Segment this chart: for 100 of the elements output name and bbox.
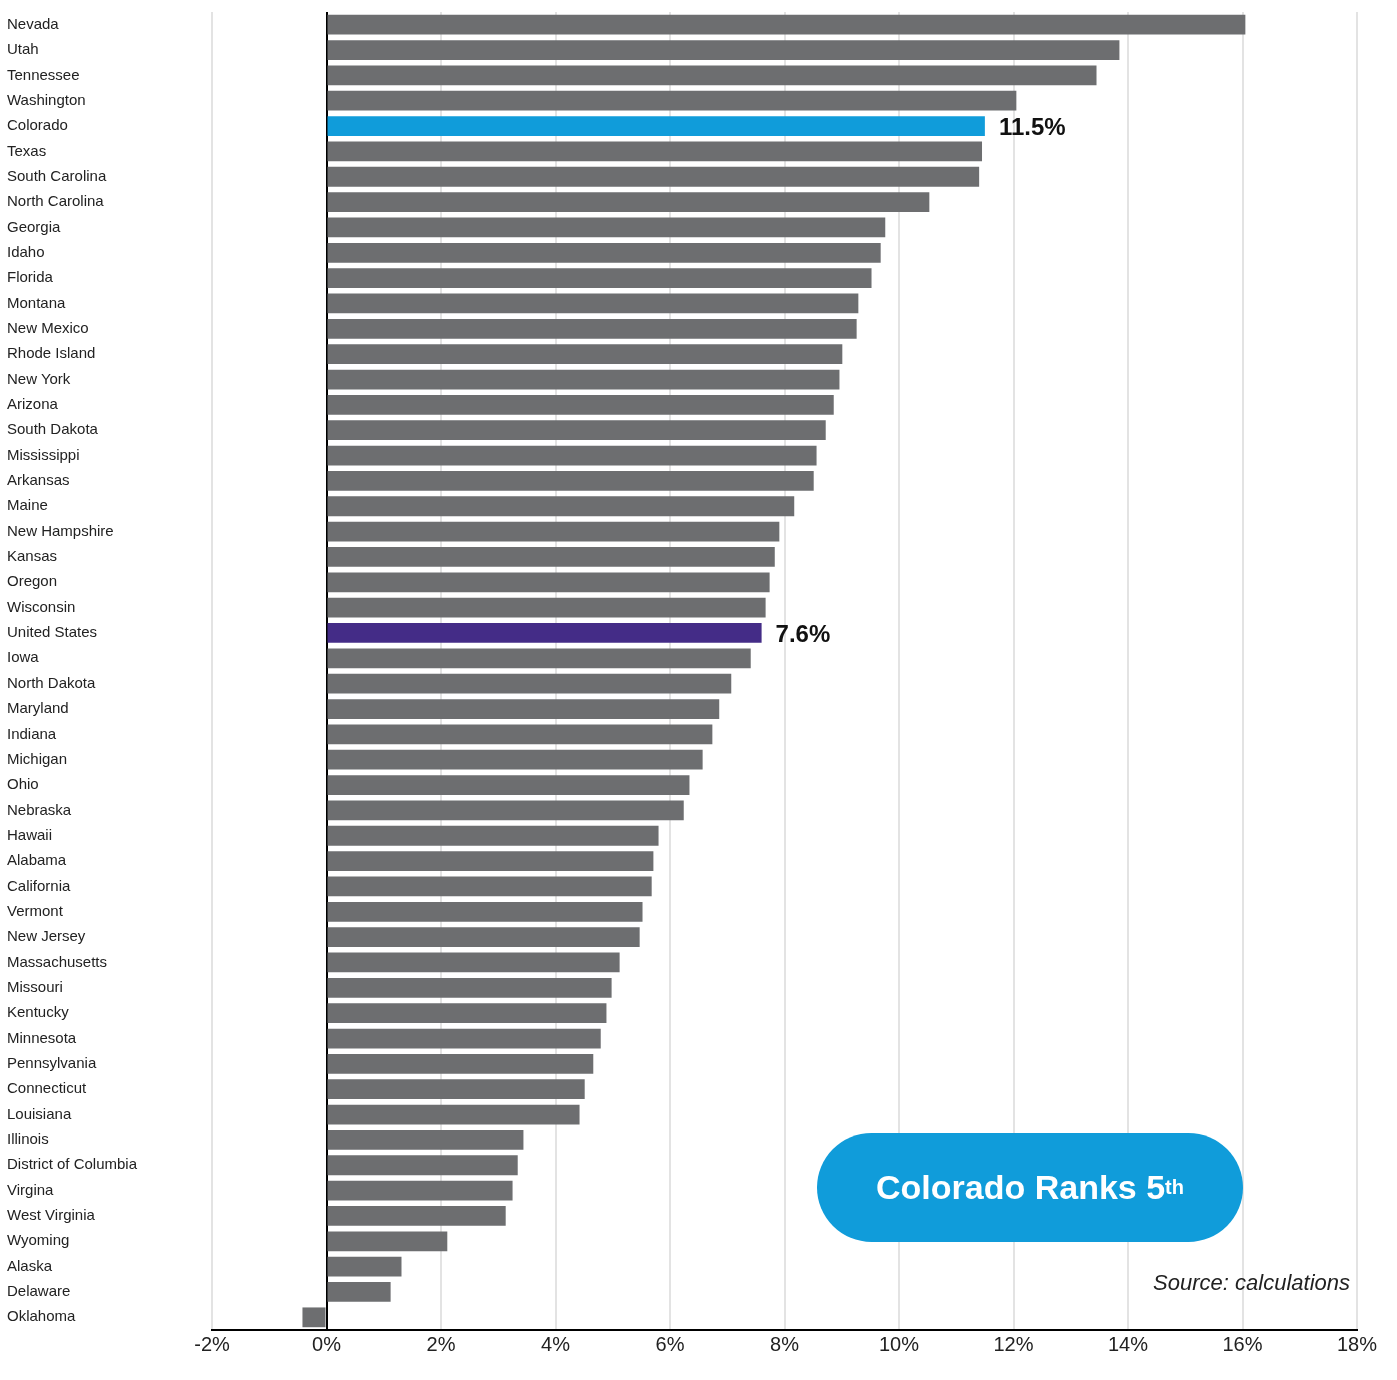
bar <box>327 876 652 897</box>
bar <box>327 724 713 745</box>
y-tick-label: Mississippi <box>7 445 80 463</box>
x-tick-label: 8% <box>770 1332 800 1355</box>
bar <box>327 699 720 719</box>
y-tick-label: Washington <box>7 90 86 108</box>
x-tick-label: 12% <box>993 1332 1034 1355</box>
bar <box>327 1180 513 1201</box>
bar <box>327 901 643 922</box>
y-tick-label: Montana <box>7 293 67 311</box>
x-tick-label: 0% <box>312 1332 342 1355</box>
bar <box>327 166 980 187</box>
y-tick-label: New Hampshire <box>7 521 114 539</box>
y-tick-label: Rhode Island <box>7 344 96 362</box>
bar <box>327 775 690 795</box>
y-tick-label: Iowa <box>7 648 40 666</box>
bar <box>327 90 1017 111</box>
bar <box>327 1155 518 1176</box>
bar <box>327 952 620 973</box>
y-tick-label: Alabama <box>7 851 67 869</box>
y-tick-label: Nevada <box>7 14 60 32</box>
bar <box>327 927 640 948</box>
y-tick-label: Delaware <box>7 1282 71 1300</box>
bar <box>327 116 985 136</box>
x-tick-label: 18% <box>1336 1332 1378 1355</box>
y-tick-label: Oklahoma <box>7 1307 77 1325</box>
y-tick-label: Wyoming <box>7 1231 70 1249</box>
x-tick-label: 16% <box>1222 1332 1263 1355</box>
bar <box>327 1231 448 1252</box>
y-tick-label: South Carolina <box>7 166 107 184</box>
x-tick-label: 4% <box>541 1332 571 1355</box>
y-tick-label: North Dakota <box>7 673 97 691</box>
bar <box>327 1104 580 1125</box>
y-tick-label: Florida <box>7 268 54 286</box>
bar <box>327 242 881 263</box>
bar <box>327 800 684 821</box>
y-tick-label: Arizona <box>7 395 59 413</box>
bar <box>327 648 751 669</box>
y-tick-label: New Jersey <box>7 927 86 945</box>
bar <box>327 572 770 593</box>
bar <box>327 1256 402 1277</box>
bar <box>327 268 872 289</box>
y-tick-label: New York <box>7 369 71 387</box>
bar <box>327 851 654 871</box>
bar <box>327 40 1120 60</box>
bar <box>327 673 732 694</box>
y-tick-label: Kansas <box>7 547 58 565</box>
y-tick-label: Michigan <box>7 749 68 767</box>
bar <box>327 977 612 998</box>
x-tick-label: 2% <box>426 1332 456 1355</box>
x-tick-label: 10% <box>878 1332 920 1355</box>
bar <box>302 1307 326 1328</box>
y-tick-label: Virgina <box>7 1180 55 1198</box>
bar <box>327 318 857 339</box>
y-tick-label: South Dakota <box>7 420 99 438</box>
data-label: 11.5% <box>998 112 1066 140</box>
y-tick-label: Missouri <box>7 977 63 995</box>
x-tick-label: 6% <box>655 1332 685 1355</box>
y-tick-label: Texas <box>7 141 47 159</box>
bar <box>327 1079 585 1100</box>
y-tick-label: North Carolina <box>7 192 105 210</box>
y-tick-label: Tennessee <box>7 65 80 83</box>
bar <box>327 217 886 238</box>
bar <box>327 623 762 643</box>
y-tick-label: Hawaii <box>7 825 53 843</box>
bar <box>327 141 983 162</box>
y-tick-label: Wisconsin <box>7 597 76 615</box>
y-tick-label: Oregon <box>7 572 58 590</box>
y-tick-label: California <box>7 876 72 894</box>
bar <box>327 1053 594 1074</box>
bar <box>327 521 780 542</box>
y-tick-label: New Mexico <box>7 318 89 336</box>
y-tick-label: Idaho <box>7 242 45 260</box>
bar <box>327 369 840 390</box>
y-tick-label: Vermont <box>7 901 64 919</box>
y-tick-label: Georgia <box>7 217 62 235</box>
y-tick-label: Maine <box>7 496 48 514</box>
x-tick-label: 14% <box>1107 1332 1149 1355</box>
bar <box>327 1130 524 1150</box>
y-tick-label: Connecticut <box>7 1079 88 1097</box>
bar <box>327 14 1246 35</box>
bar <box>327 1028 601 1049</box>
bar <box>327 394 834 415</box>
y-tick-label: Maryland <box>7 699 69 717</box>
bar <box>327 293 859 314</box>
bar <box>327 1282 391 1302</box>
data-label: 7.6% <box>775 619 831 647</box>
bar <box>327 65 1097 86</box>
bar <box>327 471 814 491</box>
bar <box>327 547 775 567</box>
bar <box>327 420 826 441</box>
x-tick-label: -2% <box>194 1332 230 1355</box>
y-tick-label: Massachusetts <box>7 952 108 970</box>
bar <box>327 825 659 846</box>
y-tick-label: Pennsylvania <box>7 1054 97 1072</box>
rounded-badge: Colorado Ranks 5$^{th}$ <box>817 1133 1243 1242</box>
y-tick-label: Minnesota <box>7 1028 77 1046</box>
bar <box>327 597 766 618</box>
y-tick-label: Alaska <box>7 1256 53 1274</box>
y-tick-label: District of Columbia <box>7 1155 138 1173</box>
